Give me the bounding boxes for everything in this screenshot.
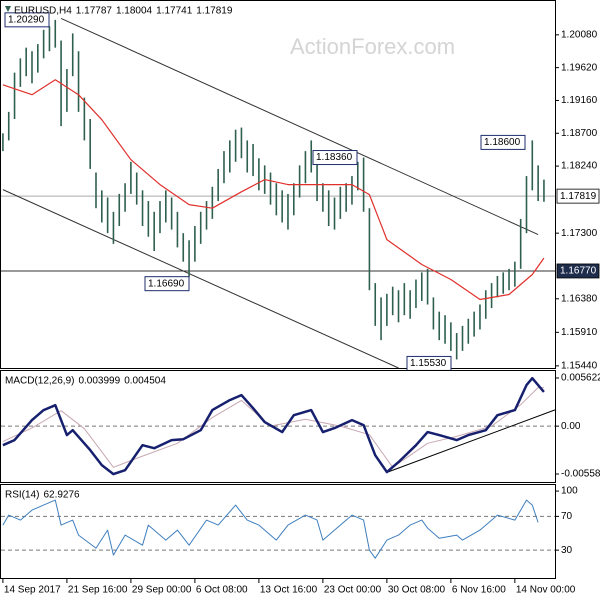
x-tick-label: 13 Oct 16:00 xyxy=(260,585,318,596)
x-tick-label: 30 Oct 08:00 xyxy=(388,585,446,596)
y-tick-label: 1.18240 xyxy=(561,161,598,172)
x-tick-label: 6 Oct 08:00 xyxy=(196,585,248,596)
y-tick-label: 1.18700 xyxy=(561,128,598,139)
header-value: 1.17819 xyxy=(196,6,233,17)
y-tick-label: 1.15910 xyxy=(561,327,598,338)
y-tick-label: 70 xyxy=(561,511,573,522)
annotation-label: 1.18600 xyxy=(484,137,521,148)
header-value: 1.18004 xyxy=(116,6,153,17)
annotation-label: 1.20290 xyxy=(8,14,45,25)
annotation-label: 1.16690 xyxy=(148,278,185,289)
series-line xyxy=(2,499,539,559)
annotation-label: 1.15530 xyxy=(410,358,447,369)
indicator-title: EURUSD,H4 xyxy=(14,6,72,17)
y-tick-label: 0.005622 xyxy=(561,373,600,384)
x-tick-label: 14 Nov 00:00 xyxy=(516,585,576,596)
indicator-title: RSI(14) xyxy=(5,490,39,501)
x-tick-label: 29 Sep 00:00 xyxy=(132,585,192,596)
series-line xyxy=(2,79,545,301)
annotation-label: 1.18360 xyxy=(316,152,353,163)
annotation-box xyxy=(144,276,190,292)
watermark: ActionForex.com xyxy=(290,34,455,59)
price-label: 1.16770 xyxy=(560,266,597,277)
header-value: 1.17787 xyxy=(76,6,113,17)
header-value: 1.17741 xyxy=(156,6,193,17)
panel-frame xyxy=(0,484,556,579)
trend-line xyxy=(60,17,539,236)
price-label: 1.17819 xyxy=(560,191,597,202)
x-tick-label: 23 Oct 00:00 xyxy=(324,585,382,596)
annotation-box xyxy=(312,150,358,166)
symbol-icon xyxy=(5,6,11,12)
y-tick-label: -0.005588 xyxy=(561,469,600,480)
y-tick-label: 1.15440 xyxy=(561,361,598,372)
x-tick-label: 6 Nov 16:00 xyxy=(452,585,506,596)
x-tick-label: 14 Sep 2017 xyxy=(4,585,61,596)
header-value: 62.9276 xyxy=(43,490,80,501)
x-tick-label: 21 Sep 16:00 xyxy=(68,585,128,596)
panel-frame xyxy=(0,0,556,369)
price-label-box xyxy=(556,263,600,279)
annotation-box xyxy=(480,134,526,150)
header-value: 0.003999 xyxy=(78,376,120,387)
y-tick-label: 1.19620 xyxy=(561,62,598,73)
y-tick-label: 1.16380 xyxy=(561,293,598,304)
indicator-title: MACD(12,26,9) xyxy=(5,376,74,387)
trend-line xyxy=(2,189,399,369)
trend-line xyxy=(386,409,556,473)
y-tick-label: 1.19160 xyxy=(561,95,598,106)
price-label-box xyxy=(556,188,600,204)
y-tick-label: 100 xyxy=(561,486,578,497)
y-tick-label: 1.20080 xyxy=(561,29,598,40)
y-tick-label: 30 xyxy=(561,545,573,556)
header-value: 0.004504 xyxy=(124,376,166,387)
y-tick-label: 1.17300 xyxy=(561,228,598,239)
y-tick-label: 0.00 xyxy=(561,421,581,432)
annotation-box xyxy=(4,12,50,28)
series-line xyxy=(2,376,545,476)
